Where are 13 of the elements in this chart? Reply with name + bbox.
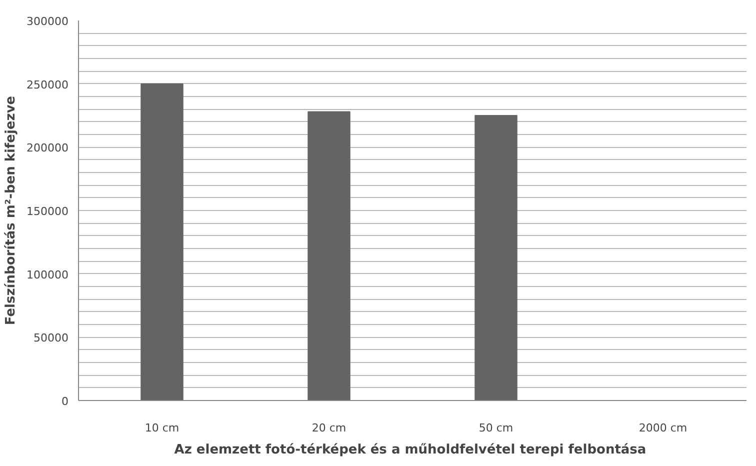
y-tick-label: 150000: [26, 205, 69, 218]
y-tick-label: 100000: [26, 268, 69, 282]
y-tick-label: 50000: [34, 332, 69, 345]
y-tick-label: 200000: [26, 142, 69, 155]
x-tick-label: 50 cm: [478, 422, 514, 434]
x-axis-title: Az elemzett fotó-térképek és a műholdfelvétel terepi felbontása: [174, 442, 646, 458]
x-tick-label: 10 cm: [144, 422, 180, 434]
x-tick-label: 2000 cm: [638, 422, 688, 434]
y-tick-label: 300000: [26, 15, 69, 28]
y-tick-label: 0: [62, 395, 68, 408]
x-tick-label: 20 cm: [312, 422, 346, 434]
y-axis-title: Felszínborítás m²-ben kifejezve: [4, 96, 19, 326]
y-tick-label: 250000: [26, 78, 69, 92]
